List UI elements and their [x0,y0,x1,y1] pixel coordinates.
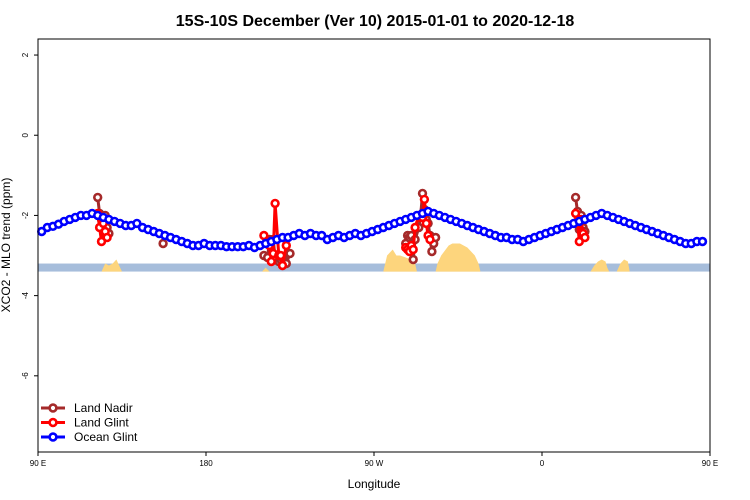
legend-marker [48,432,58,442]
data-point-land-glint [276,250,286,261]
series-ocean-glint [36,206,708,253]
x-tick-label: 0 [540,459,545,468]
legend-label: Land Glint [74,416,129,430]
legend-label: Ocean Glint [74,430,138,444]
data-point-land-glint [421,218,431,229]
land-mask-region-2 [262,267,270,272]
x-tick-label: 90 E [702,459,718,468]
land-mask-region-3 [383,249,417,272]
data-point-land-nadir [285,248,295,259]
y-axis: 2 0 -2 -4 -6 [21,52,38,379]
data-point-land-glint [425,234,435,245]
data-point-land-glint [281,240,291,251]
legend-label: Land Nadir [74,401,133,415]
legend-item-land-glint: Land Glint [41,416,129,430]
y-tick-label: 2 [21,52,30,57]
y-tick-label: -6 [21,372,30,380]
x-axis: 90 E 180 90 W 0 90 E [30,452,718,468]
data-point-land-glint [277,260,288,271]
data-point-land-nadir [570,192,581,203]
land-band [38,263,710,272]
chart-title: 15S-10S December (Ver 10) 2015-01-01 to … [176,13,575,30]
series-land-nadir [92,188,590,269]
y-tick-label: 0 [21,132,30,137]
data-point-land-glint [102,232,112,243]
legend-marker [48,403,58,413]
legend-item-land-nadir: Land Nadir [41,401,133,415]
y-tick-label: -2 [21,211,30,219]
legend-item-ocean-glint: Ocean Glint [41,430,138,444]
plot-frame [37,38,711,453]
x-tick-label: 90 E [30,459,46,468]
data-point-land-nadir [92,192,103,203]
data-point-land-nadir [158,238,168,249]
land-mask-region-6 [616,259,630,272]
data-point-land-glint [408,244,418,255]
x-tick-label: 90 W [365,459,384,468]
data-point-ocean-glint [697,236,708,247]
data-point-land-nadir [408,254,418,265]
data-point-land-nadir [427,246,437,257]
land-mask-region-5 [590,259,610,272]
x-tick-label: 180 [199,459,213,468]
data-point-land-glint [419,194,430,205]
data-point-land-glint [266,256,276,267]
legend-marker [48,417,58,428]
y-tick-label: -4 [21,292,30,300]
y-axis-label: XCO2 - MLO trend (ppm) [0,178,13,313]
data-point-land-glint [270,198,280,209]
land-mask-region-4 [435,243,481,272]
x-axis-label: Longitude [348,477,401,491]
data-point-land-glint [580,232,590,243]
plot-area [36,188,710,272]
data-point-land-glint [570,208,581,219]
data-point-land-glint [410,222,420,233]
land-mask-region-1 [101,259,122,272]
